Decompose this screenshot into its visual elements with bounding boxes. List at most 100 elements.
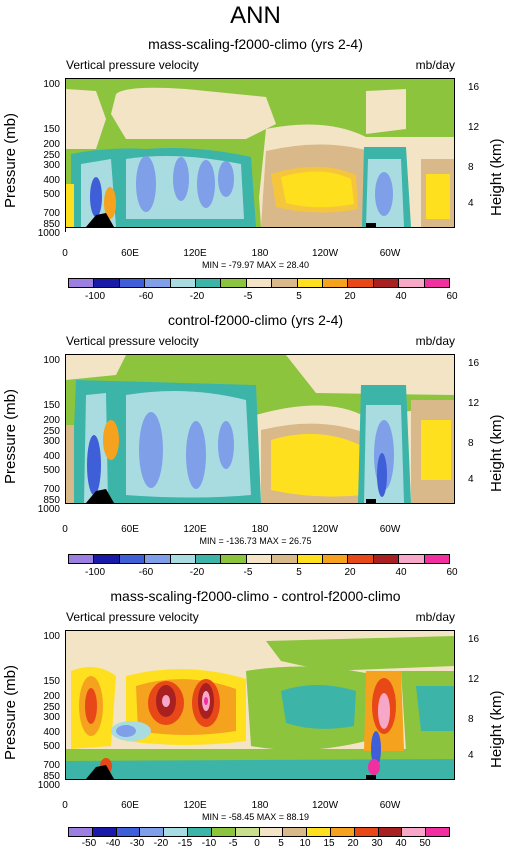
x-tick: 0: [62, 800, 68, 811]
y-right-tick: 16: [468, 358, 480, 369]
colorbar-swatch: [94, 279, 120, 287]
colorbar-swatch: [323, 555, 349, 563]
y-tick: 400: [43, 175, 60, 186]
x-tick: 180: [251, 800, 269, 811]
x-tick: 0: [62, 248, 68, 259]
y-tick: 250: [43, 426, 60, 437]
colorbar-swatch: [272, 279, 298, 287]
colorbar-swatch: [92, 828, 117, 836]
colorbar-swatch: [188, 828, 212, 836]
colorbar: [68, 554, 450, 564]
colorbar-swatch: [283, 828, 308, 836]
colorbar-label: 5: [296, 291, 302, 302]
x-tick: 120W: [311, 524, 339, 535]
x-tick: 60E: [121, 248, 139, 259]
y-tick: 850: [43, 495, 60, 506]
y-tick: 150: [43, 676, 60, 687]
y-right-axis-title: Height (km): [488, 690, 505, 768]
colorbar-swatch: [348, 555, 374, 563]
colorbar-swatch: [69, 279, 95, 287]
y-right-tick: 12: [468, 674, 480, 685]
colorbar-swatch: [116, 828, 141, 836]
colorbar-swatch: [373, 555, 400, 563]
y-tick: 150: [43, 124, 60, 135]
colorbar-label: 20: [344, 567, 356, 578]
min-max-stats: MIN = -79.97 MAX = 28.40: [201, 260, 310, 270]
colorbar-label: 60: [446, 567, 458, 578]
colorbar-swatch: [164, 828, 189, 836]
colorbar-label: 30: [371, 838, 383, 849]
y-tick: 500: [43, 741, 60, 752]
colorbar-swatch: [94, 555, 120, 563]
colorbar-swatch: [221, 555, 247, 563]
x-tick: 180: [251, 248, 269, 259]
x-tick: 120E: [183, 248, 207, 259]
y-tick: 200: [43, 415, 60, 426]
y-axis-title: Pressure (mb): [2, 112, 19, 208]
y-tick: 150: [43, 400, 60, 411]
colorbar-swatch: [246, 555, 273, 563]
colorbar-swatch: [246, 279, 273, 287]
colorbar-swatch: [145, 555, 171, 563]
colorbar-swatch: [424, 279, 450, 287]
colorbar-label: -40: [105, 838, 121, 849]
y-tick: 200: [43, 139, 60, 150]
y-tick: 100: [43, 79, 60, 90]
y-tick: 300: [43, 436, 60, 447]
y-tick: 700: [43, 760, 60, 771]
colorbar-label: -60: [138, 567, 154, 578]
variable-label: Vertical pressure velocity: [66, 610, 199, 624]
y-tick: 700: [43, 484, 60, 495]
panel-2: control-f2000-climo (yrs 2-4) Vertical p…: [0, 312, 511, 582]
y-tick: 700: [43, 208, 60, 219]
contour-svg: [66, 79, 454, 227]
x-tick: 180: [251, 524, 269, 535]
y-right-tick: 12: [468, 122, 480, 133]
min-max-stats: MIN = -58.45 MAX = 88.19: [201, 812, 310, 822]
y-right-tick: 8: [468, 438, 474, 449]
colorbar-label: -30: [129, 838, 145, 849]
colorbar-swatch: [354, 828, 379, 836]
colorbar-swatch: [69, 828, 93, 836]
x-tick: 60E: [121, 524, 139, 535]
x-tick: 0: [62, 524, 68, 535]
colorbar-swatch: [297, 279, 324, 287]
x-tick: 60W: [379, 248, 401, 259]
y-right-axis-title: Height (km): [488, 138, 505, 216]
units-label: mb/day: [415, 334, 455, 348]
colorbar-swatch: [119, 555, 146, 563]
y-axis-title: Pressure (mb): [2, 388, 19, 484]
colorbar-label: -20: [153, 838, 169, 849]
colorbar-swatch: [330, 828, 355, 836]
colorbar-label: 50: [419, 838, 431, 849]
y-tick: 400: [43, 727, 60, 738]
y-right-tick: 8: [468, 714, 474, 725]
colorbar-label: -100: [84, 291, 105, 302]
colorbar-swatch: [119, 279, 146, 287]
colorbar-label: 5: [296, 567, 302, 578]
colorbar-label: -50: [81, 838, 97, 849]
main-title: ANN: [230, 2, 281, 29]
y-right-tick: 16: [468, 82, 480, 93]
colorbar-label: 40: [395, 567, 407, 578]
colorbar-swatch: [373, 279, 400, 287]
y-tick: 1000: [37, 228, 60, 239]
colorbar-label: 40: [395, 838, 407, 849]
colorbar-swatch: [399, 279, 425, 287]
colorbar-label: -5: [243, 567, 253, 578]
variable-label: Vertical pressure velocity: [66, 58, 199, 72]
colorbar-swatch: [221, 279, 247, 287]
colorbar-swatch: [170, 279, 197, 287]
colorbar-swatch: [235, 828, 260, 836]
y-right-tick: 4: [468, 750, 474, 761]
contour-plot: [65, 630, 455, 780]
colorbar-label: -20: [189, 291, 205, 302]
x-tick: 60E: [121, 800, 139, 811]
colorbar-label: 0: [254, 838, 260, 849]
panel-title: mass-scaling-f2000-climo (yrs 2-4): [148, 36, 363, 52]
colorbar-swatch: [323, 279, 349, 287]
colorbar-swatch: [196, 555, 222, 563]
colorbar-swatch: [140, 828, 165, 836]
y-tick: 250: [43, 702, 60, 713]
y-tick: 200: [43, 691, 60, 702]
